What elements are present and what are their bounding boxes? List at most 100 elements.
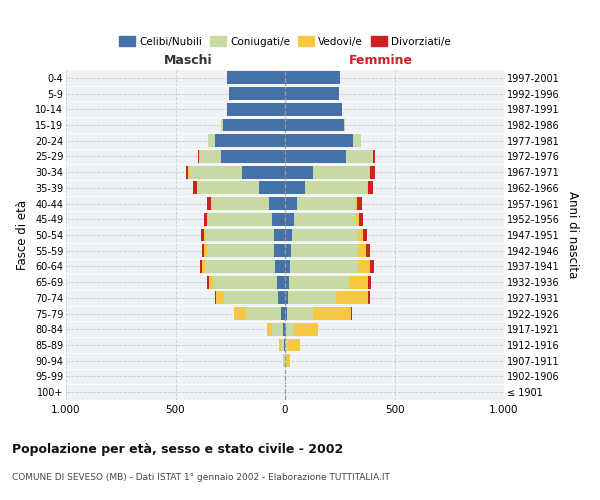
Legend: Celibi/Nubili, Coniugati/e, Vedovi/e, Divorziati/e: Celibi/Nubili, Coniugati/e, Vedovi/e, Di…	[115, 32, 455, 51]
Bar	[277, 276, 285, 288]
Bar	[344, 118, 345, 132]
Bar	[288, 338, 300, 351]
Bar	[227, 72, 285, 85]
Bar	[285, 244, 291, 257]
Bar	[346, 150, 373, 163]
Bar	[357, 197, 362, 210]
Bar	[286, 338, 288, 351]
Bar	[289, 276, 349, 288]
Bar	[275, 260, 285, 273]
Bar	[285, 213, 294, 226]
Bar	[281, 307, 285, 320]
Bar	[285, 118, 344, 132]
Bar	[367, 182, 368, 194]
Bar	[285, 292, 288, 304]
Bar	[229, 87, 285, 100]
Bar	[358, 260, 370, 273]
Bar	[227, 103, 285, 116]
Bar	[188, 166, 242, 178]
Bar	[368, 182, 373, 194]
Bar	[272, 213, 285, 226]
Text: Popolazione per età, sesso e stato civile - 2002: Popolazione per età, sesso e stato civil…	[12, 442, 343, 456]
Bar	[193, 182, 197, 194]
Bar	[355, 197, 357, 210]
Bar	[269, 197, 285, 210]
Bar	[365, 244, 370, 257]
Bar	[204, 213, 207, 226]
Text: Maschi: Maschi	[164, 54, 213, 66]
Bar	[286, 354, 290, 367]
Bar	[285, 307, 287, 320]
Bar	[285, 72, 340, 85]
Bar	[215, 292, 216, 304]
Bar	[205, 260, 275, 273]
Bar	[291, 244, 358, 257]
Bar	[285, 228, 292, 241]
Bar	[223, 118, 285, 132]
Bar	[233, 307, 245, 320]
Bar	[242, 166, 285, 178]
Bar	[280, 338, 281, 351]
Bar	[373, 150, 375, 163]
Bar	[285, 150, 346, 163]
Y-axis label: Anni di nascita: Anni di nascita	[566, 192, 579, 278]
Bar	[290, 260, 358, 273]
Bar	[204, 228, 206, 241]
Bar	[359, 213, 363, 226]
Bar	[209, 276, 213, 288]
Bar	[212, 197, 269, 210]
Bar	[206, 228, 274, 241]
Bar	[370, 260, 374, 273]
Bar	[285, 134, 353, 147]
Bar	[200, 260, 202, 273]
Bar	[286, 323, 293, 336]
Bar	[221, 150, 285, 163]
Bar	[206, 244, 274, 257]
Bar	[274, 244, 285, 257]
Bar	[362, 228, 367, 241]
Bar	[283, 354, 284, 367]
Bar	[272, 323, 283, 336]
Bar	[313, 307, 352, 320]
Bar	[216, 292, 224, 304]
Bar	[284, 338, 285, 351]
Bar	[358, 228, 362, 241]
Bar	[278, 292, 285, 304]
Bar	[215, 134, 285, 147]
Bar	[288, 292, 337, 304]
Bar	[202, 244, 205, 257]
Bar	[353, 134, 361, 147]
Bar	[221, 118, 223, 132]
Bar	[281, 338, 284, 351]
Bar	[285, 276, 289, 288]
Bar	[285, 182, 305, 194]
Bar	[207, 276, 209, 288]
Bar	[285, 323, 286, 336]
Bar	[294, 213, 356, 226]
Bar	[224, 292, 278, 304]
Bar	[305, 182, 367, 194]
Bar	[267, 323, 272, 336]
Bar	[356, 213, 359, 226]
Bar	[213, 276, 277, 288]
Bar	[199, 150, 200, 163]
Bar	[245, 307, 281, 320]
Bar	[368, 276, 371, 288]
Bar	[313, 166, 370, 178]
Bar	[205, 244, 206, 257]
Bar	[297, 197, 355, 210]
Bar	[207, 213, 208, 226]
Bar	[285, 87, 338, 100]
Y-axis label: Fasce di età: Fasce di età	[16, 200, 29, 270]
Bar	[287, 307, 313, 320]
Text: COMUNE DI SEVESO (MB) - Dati ISTAT 1° gennaio 2002 - Elaborazione TUTTITALIA.IT: COMUNE DI SEVESO (MB) - Dati ISTAT 1° ge…	[12, 472, 390, 482]
Bar	[285, 197, 297, 210]
Bar	[358, 244, 365, 257]
Bar	[211, 197, 212, 210]
Bar	[206, 197, 211, 210]
Bar	[202, 260, 205, 273]
Bar	[285, 166, 313, 178]
Bar	[259, 182, 285, 194]
Bar	[370, 166, 375, 178]
Bar	[208, 134, 215, 147]
